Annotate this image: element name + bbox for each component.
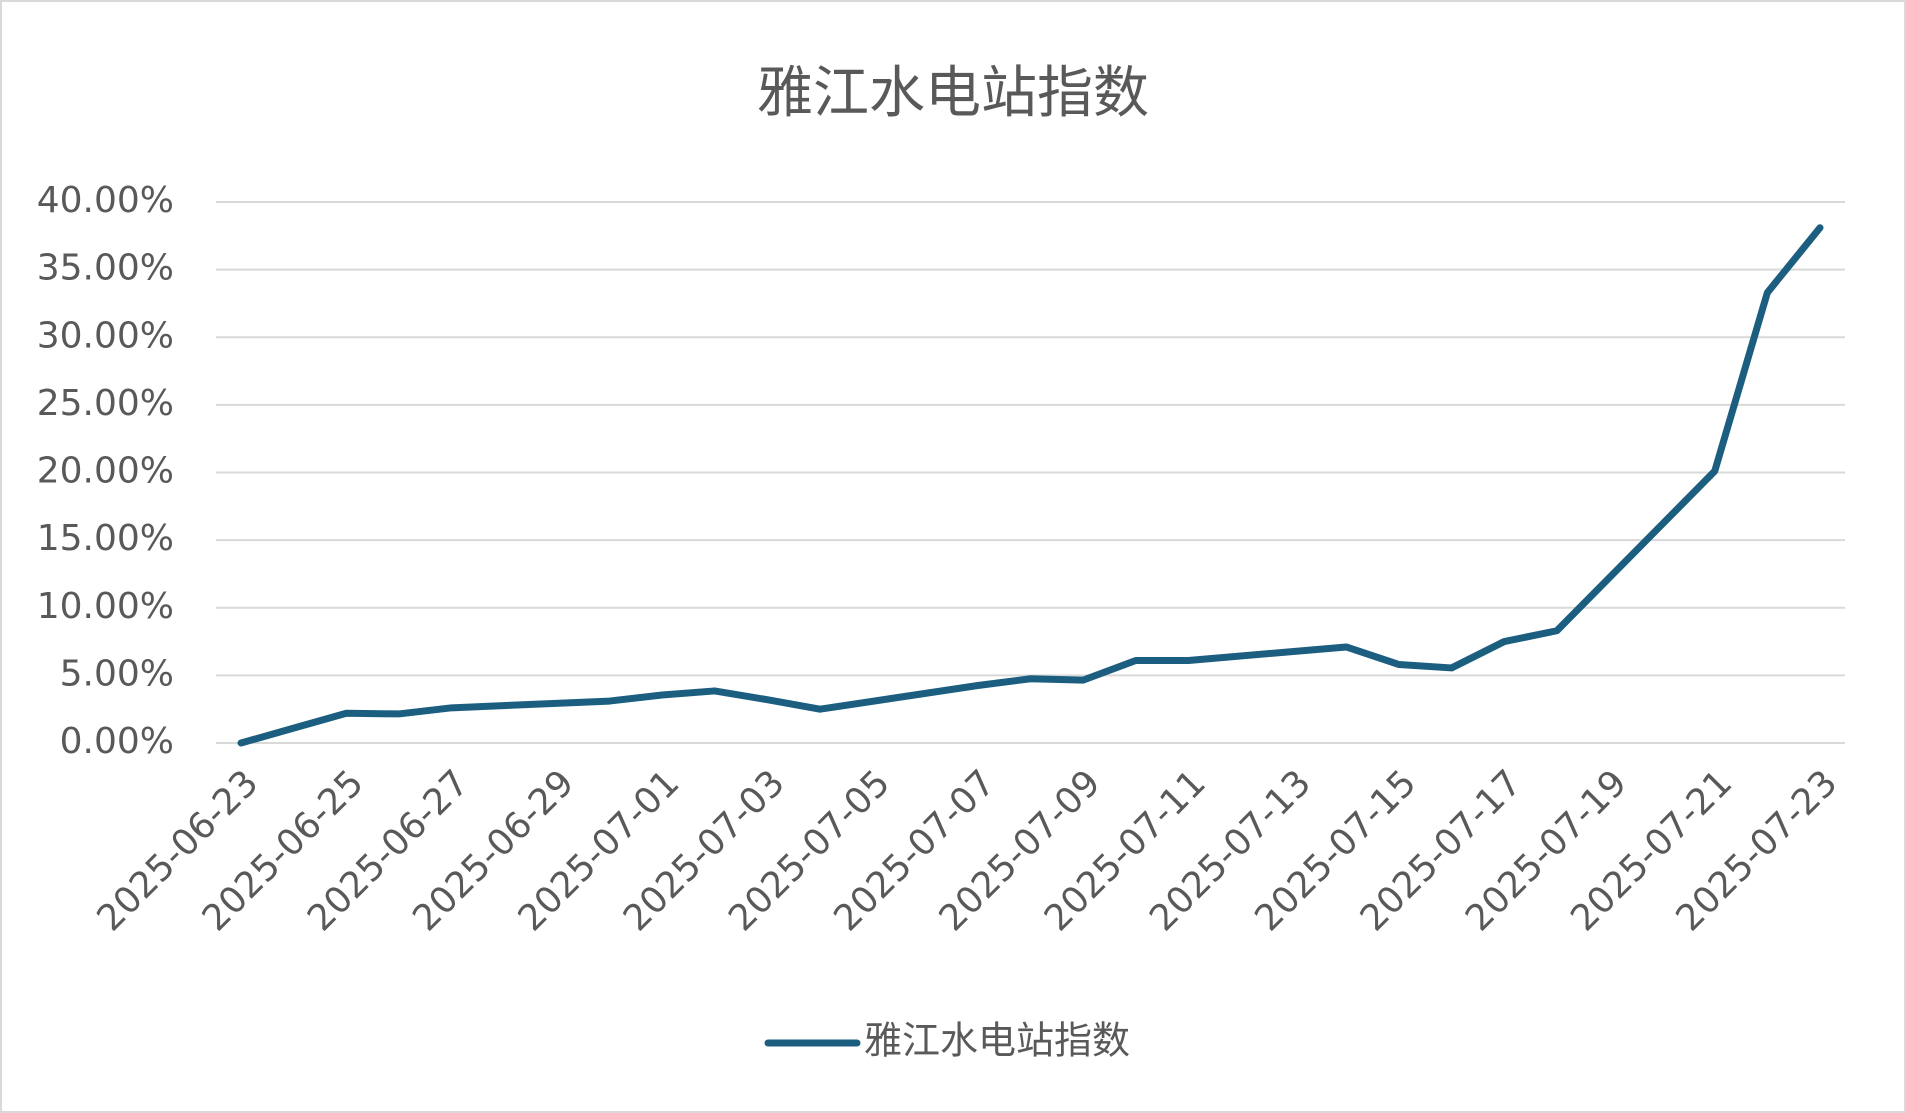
y-tick-label: 5.00% <box>60 653 174 694</box>
data-line <box>237 224 1824 747</box>
y-tick-label: 30.00% <box>37 315 174 356</box>
y-tick-label: 20.00% <box>37 451 174 492</box>
y-tick-label: 40.00% <box>37 180 174 221</box>
y-tick-label: 35.00% <box>37 248 174 289</box>
y-tick-label: 0.00% <box>60 721 174 762</box>
legend-label: 雅江水电站指数 <box>864 1019 1130 1063</box>
y-tick-label: 25.00% <box>37 383 174 424</box>
chart-title: 雅江水电站指数 <box>757 61 1149 126</box>
y-tick-label: 15.00% <box>37 518 174 559</box>
y-tick-label: 10.00% <box>37 586 174 627</box>
